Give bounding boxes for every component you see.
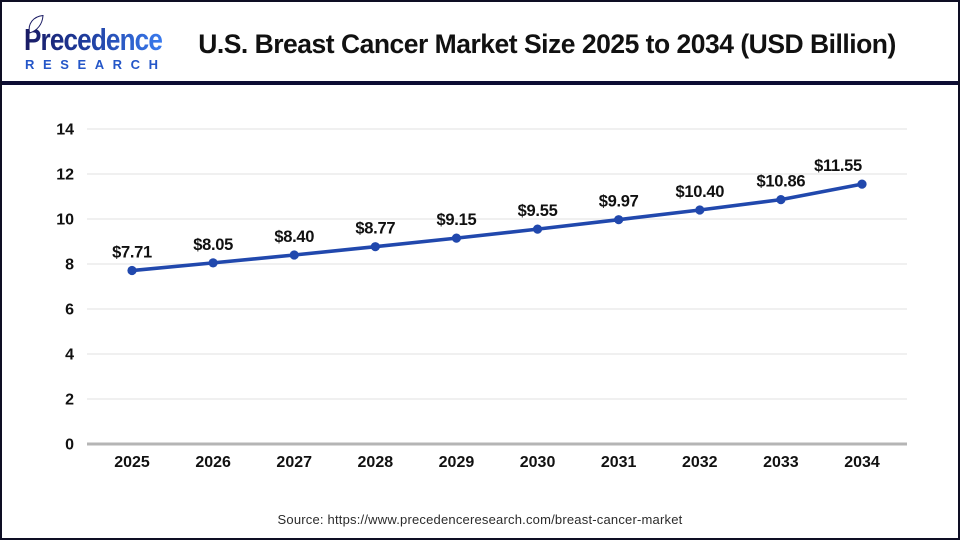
data-point [451, 233, 462, 243]
data-point [208, 258, 218, 268]
y-tick-label: 0 [65, 437, 74, 454]
line-chart: 0 2 4 6 8 10 12 14 $7.71 2025 $8.05 2026 $8.40 2027 $8… [56, 122, 907, 471]
x-tick-label: 2031 [601, 454, 637, 471]
precedence-logo: Precedence RESEARCH [24, 14, 164, 72]
data-label: $9.15 [437, 211, 477, 229]
data-point [532, 224, 543, 234]
x-tick-label: 2030 [520, 454, 556, 471]
header-divider [2, 81, 958, 85]
x-tick-label: 2033 [763, 454, 799, 471]
x-tick-label: 2026 [195, 454, 231, 471]
trend-line [130, 182, 864, 273]
data-label: $8.77 [355, 220, 395, 238]
data-point [370, 242, 380, 252]
data-point [614, 215, 624, 225]
y-tick-label: 12 [56, 167, 74, 184]
data-label: $10.86 [757, 173, 806, 191]
leaf-icon [28, 14, 44, 34]
data-label: $9.97 [599, 193, 639, 211]
x-tick-label: 2032 [682, 454, 718, 471]
y-tick-label: 10 [56, 212, 74, 229]
y-tick-label: 8 [65, 257, 74, 274]
page-title: U.S. Breast Cancer Market Size 2025 to 2… [198, 29, 896, 59]
x-tick-label: 2029 [439, 454, 475, 471]
x-tick-label: 2034 [844, 454, 880, 471]
header: Precedence RESEARCH U.S. Breast Cancer M… [2, 2, 958, 82]
y-tick-label: 2 [65, 392, 74, 409]
data-point [776, 195, 786, 205]
source-text: Source: https://www.precedenceresearch.c… [277, 512, 683, 527]
data-point [289, 250, 299, 260]
chart-area: 0 2 4 6 8 10 12 14 $7.71 2025 $8.05 2026 $8.40 2027 $8… [2, 85, 960, 495]
data-label: $8.40 [274, 228, 314, 246]
x-tick-label: 2025 [114, 454, 150, 471]
x-tick-label: 2028 [358, 454, 394, 471]
data-label: $10.40 [675, 183, 724, 201]
y-tick-label: 6 [65, 302, 74, 319]
y-tick-label: 14 [56, 122, 74, 139]
data-label: $8.05 [193, 236, 233, 254]
data-point [857, 179, 867, 189]
x-tick-label: 2027 [276, 454, 312, 471]
data-point [127, 265, 137, 276]
data-point [695, 205, 705, 215]
y-tick-label: 4 [65, 347, 74, 364]
data-label: $7.71 [112, 244, 152, 262]
logo-subtext: RESEARCH [25, 57, 158, 72]
data-label: $11.55 [814, 157, 862, 175]
logo-wordmark: Precedence [24, 22, 163, 57]
data-label: $9.55 [518, 202, 558, 220]
